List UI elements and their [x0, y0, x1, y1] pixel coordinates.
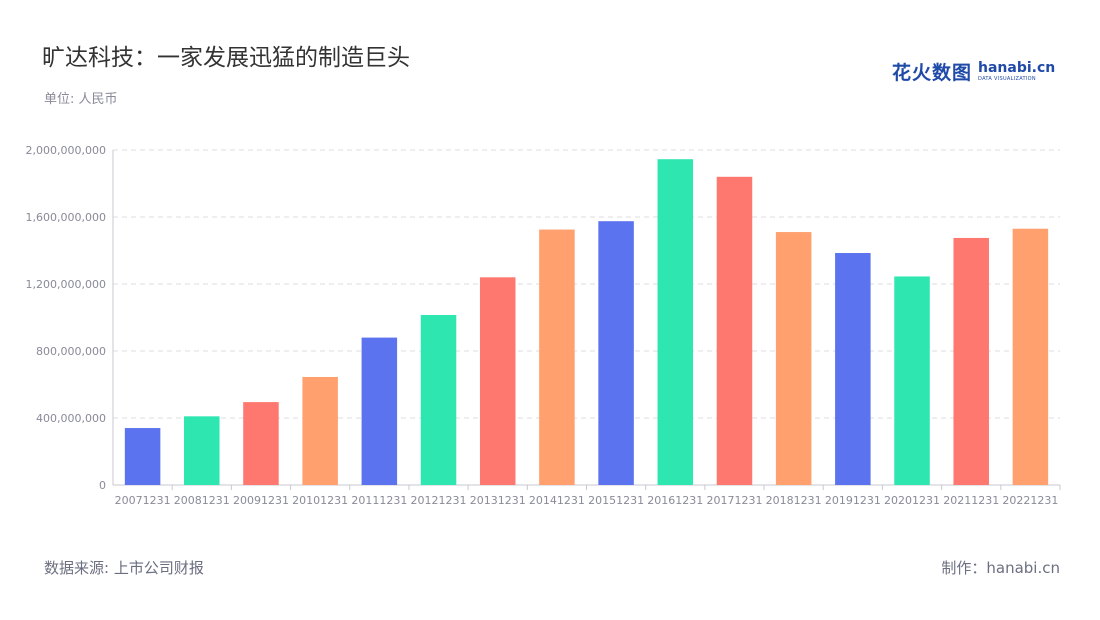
x-tick-label: 20131231	[470, 494, 526, 507]
x-tick-label: 20151231	[588, 494, 644, 507]
bar	[302, 376, 338, 485]
bar	[243, 402, 279, 485]
logo-text-cn: 花火数图	[892, 62, 973, 84]
bar	[420, 314, 457, 485]
x-tick-label: 20121231	[411, 494, 467, 507]
logo-text-en: hanabi.cn	[978, 60, 1056, 76]
x-tick-label: 20161231	[647, 494, 703, 507]
x-tick-label: 20081231	[174, 494, 230, 507]
logo-text-en-sub: DATA VISUALIZATION	[978, 76, 1036, 82]
logo-text-en-group: hanabi.cn DATA VISUALIZATION	[978, 61, 1055, 82]
bar	[479, 277, 516, 485]
x-tick-label: 20171231	[706, 494, 762, 507]
unit-label: 单位: 人民币	[44, 92, 118, 107]
y-tick-label: 800,000,000	[36, 345, 106, 358]
bar	[716, 176, 753, 486]
y-tick-label: 2,000,000,000	[26, 144, 106, 157]
credit-label: 制作：hanabi.cn	[941, 559, 1060, 577]
y-tick-label: 1,200,000,000	[26, 278, 106, 291]
x-tick-label: 20111231	[351, 494, 407, 507]
x-tick-label: 20181231	[766, 494, 822, 507]
x-tick-label: 20221231	[1002, 494, 1058, 507]
bar	[361, 337, 398, 485]
bar	[539, 229, 575, 485]
bar	[775, 232, 812, 485]
x-tick-label: 20091231	[233, 494, 289, 507]
y-tick-label: 400,000,000	[36, 412, 106, 425]
x-tick-label: 20101231	[292, 494, 348, 507]
x-tick-label: 20071231	[115, 494, 171, 507]
bar	[953, 237, 989, 485]
bar	[835, 253, 871, 485]
bar	[124, 428, 161, 485]
x-tick-label: 20191231	[825, 494, 881, 507]
x-tick-label: 20201231	[884, 494, 940, 507]
y-tick-label: 0	[99, 479, 106, 492]
bar	[598, 221, 634, 485]
bar	[657, 159, 694, 485]
bar	[894, 276, 930, 485]
bar	[184, 416, 220, 485]
data-source: 数据来源: 上市公司财报	[44, 559, 204, 577]
x-tick-label: 20141231	[529, 494, 585, 507]
chart-title: 旷达科技：一家发展迅猛的制造巨头	[42, 45, 410, 71]
x-tick-label: 20211231	[943, 494, 999, 507]
brand-logo: 花火数图 hanabi.cn DATA VISUALIZATION	[892, 58, 1055, 85]
bar	[1012, 228, 1049, 485]
y-tick-label: 1,600,000,000	[26, 211, 106, 224]
